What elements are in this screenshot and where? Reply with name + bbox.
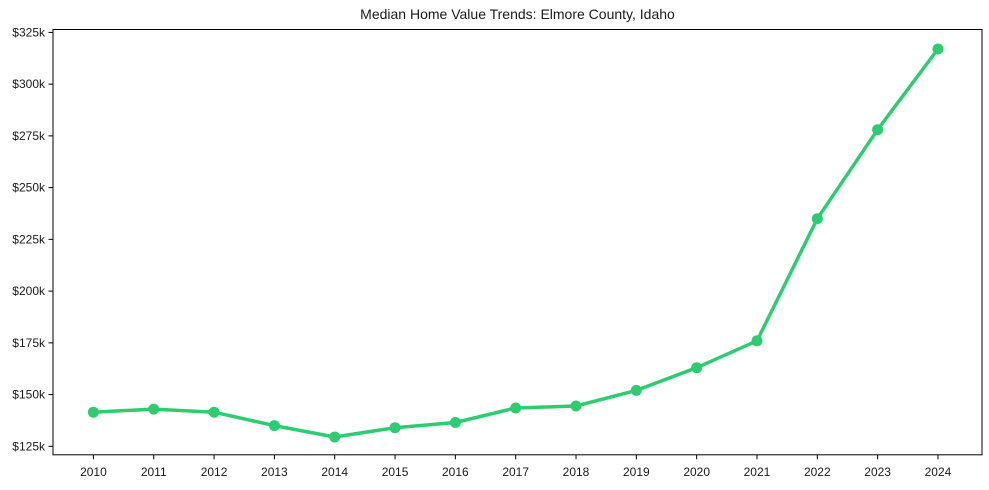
data-point-2014 bbox=[329, 431, 341, 443]
chart-title: Median Home Value Trends: Elmore County,… bbox=[360, 6, 675, 22]
y-axis-tick-label: $125k bbox=[12, 439, 46, 453]
x-axis-tick-label: 2023 bbox=[864, 465, 891, 479]
y-axis-tick-label: $300k bbox=[12, 77, 46, 91]
data-point-2013 bbox=[268, 420, 280, 432]
data-point-2019 bbox=[630, 384, 642, 396]
y-axis-tick-label: $150k bbox=[12, 388, 46, 402]
x-axis-tick-label: 2014 bbox=[321, 465, 348, 479]
data-point-2010 bbox=[87, 406, 99, 418]
x-axis-tick-label: 2013 bbox=[261, 465, 288, 479]
data-point-2012 bbox=[208, 406, 220, 418]
y-axis-tick-label: $325k bbox=[12, 25, 46, 39]
data-point-2015 bbox=[389, 422, 401, 434]
x-axis-tick-label: 2018 bbox=[563, 465, 590, 479]
x-axis-tick-label: 2022 bbox=[804, 465, 831, 479]
data-point-2024 bbox=[932, 43, 944, 55]
y-axis-tick-label: $175k bbox=[12, 336, 46, 350]
data-point-2021 bbox=[751, 335, 763, 347]
x-axis-tick-label: 2017 bbox=[502, 465, 529, 479]
data-point-2011 bbox=[148, 403, 160, 415]
x-axis-tick-label: 2016 bbox=[442, 465, 469, 479]
x-axis-tick-label: 2021 bbox=[744, 465, 771, 479]
y-axis-tick-label: $225k bbox=[12, 232, 46, 246]
x-axis-tick-label: 2011 bbox=[141, 465, 167, 479]
x-axis-tick-label: 2020 bbox=[683, 465, 710, 479]
data-point-2017 bbox=[510, 402, 522, 414]
x-axis-tick-label: 2024 bbox=[925, 465, 952, 479]
data-point-2023 bbox=[872, 124, 884, 136]
x-axis-tick-label: 2010 bbox=[80, 465, 107, 479]
data-point-2020 bbox=[691, 362, 703, 374]
data-point-2022 bbox=[811, 213, 823, 225]
x-axis-tick-label: 2012 bbox=[201, 465, 228, 479]
data-point-2016 bbox=[449, 417, 461, 428]
plot-border bbox=[52, 29, 983, 456]
x-axis-tick-label: 2015 bbox=[382, 465, 409, 479]
y-axis-tick-label: $250k bbox=[12, 181, 46, 195]
y-axis-tick-label: $200k bbox=[12, 284, 46, 298]
y-axis-tick-label: $275k bbox=[12, 129, 46, 143]
data-point-2018 bbox=[570, 400, 582, 412]
x-axis-tick-label: 2019 bbox=[623, 465, 650, 479]
